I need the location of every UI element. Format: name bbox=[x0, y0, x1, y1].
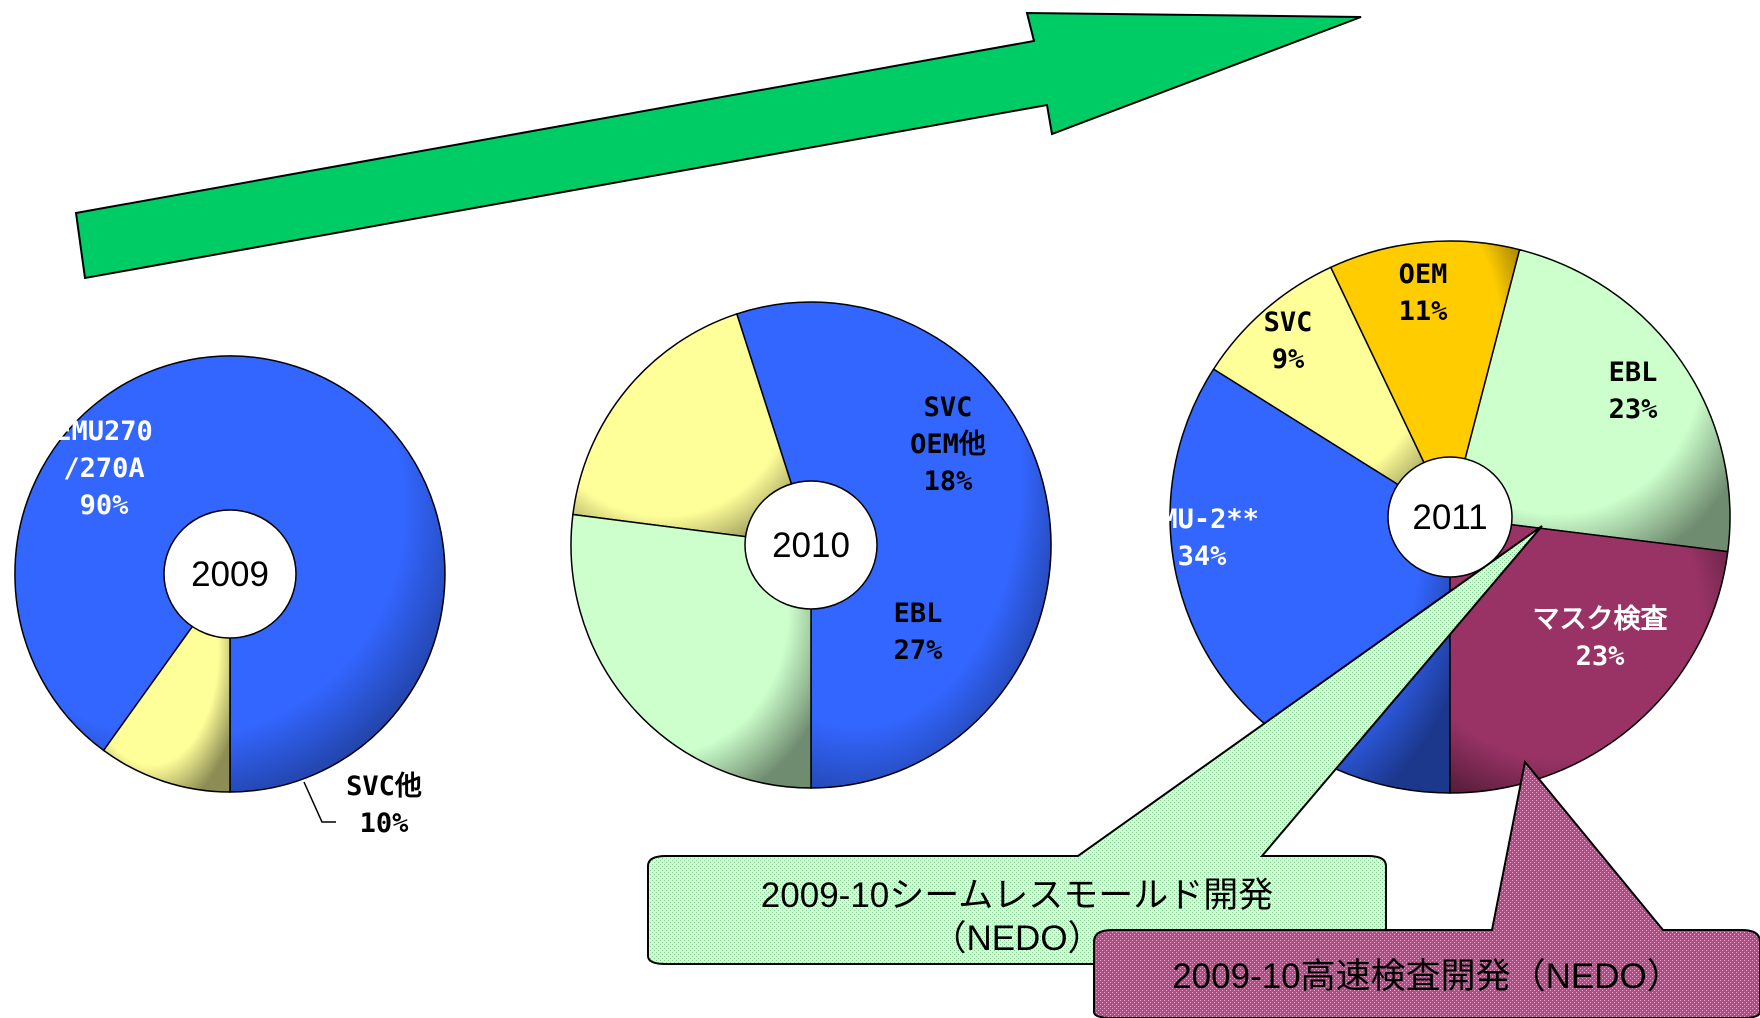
pie-slice bbox=[735, 301, 1052, 789]
pie-year-label: 2009 bbox=[191, 555, 269, 594]
callout-seamless-shape bbox=[647, 525, 1543, 965]
pie-year-label: 2010 bbox=[772, 526, 850, 565]
svc-2009-leader-line bbox=[303, 781, 336, 823]
pie-center-circle bbox=[1387, 456, 1513, 578]
slice-label: マスク検査 23% bbox=[1533, 604, 1668, 672]
pie-center-circle bbox=[744, 480, 878, 610]
pie-slice bbox=[570, 513, 812, 789]
callout-seamless: 2009-10シームレスモールド開発 （NEDO） bbox=[647, 525, 1543, 965]
growth-arrow-icon bbox=[74, 11, 1362, 280]
slice-label: EMU-2** 34% bbox=[1145, 504, 1259, 572]
slice-label: SVC OEM他 18% bbox=[910, 392, 986, 497]
pie-slice bbox=[1449, 248, 1731, 553]
slice-label: OEM 11% bbox=[1399, 259, 1449, 327]
pie-slice bbox=[1449, 516, 1729, 794]
pie-slice bbox=[1329, 240, 1521, 520]
callout-inspection-line1: 2009-10高速検査開発（NEDO） bbox=[1172, 957, 1682, 996]
slice-label: EBL 27% bbox=[894, 598, 944, 666]
pie-slice bbox=[572, 312, 813, 546]
slice-label: EBL 23% bbox=[1609, 357, 1659, 425]
callout-seamless-line1: 2009-10シームレスモールド開発 bbox=[761, 876, 1273, 915]
slice-label: EMU270/270A 90% bbox=[55, 416, 153, 521]
pie-2011: EMU-2** 34% SVC 9% OEM 11% EBL 23% マスク検査 23% 2011 bbox=[1145, 240, 1731, 794]
callout-seamless-line2: （NEDO） bbox=[931, 919, 1102, 958]
slice-label: SVC他 10% bbox=[346, 771, 422, 839]
pie-center-circle bbox=[163, 509, 297, 639]
pie-slice bbox=[1212, 266, 1452, 520]
slice-label: SVC 9% bbox=[1264, 307, 1313, 375]
pie-2009: EMU270/270A 90% SVC他 10% 2009 bbox=[14, 355, 446, 839]
pie-year-label: 2011 bbox=[1412, 498, 1487, 537]
